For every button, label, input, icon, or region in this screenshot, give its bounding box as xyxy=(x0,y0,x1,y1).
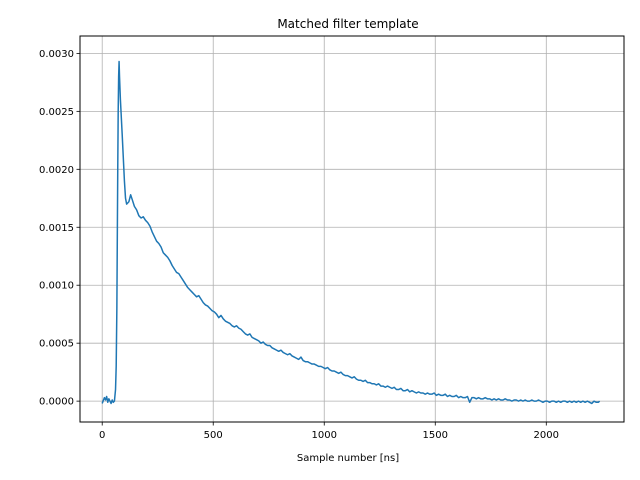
y-tick-label: 0.0020 xyxy=(39,165,74,176)
x-tick-label: 2000 xyxy=(534,430,559,441)
y-tick-label: 0.0030 xyxy=(39,49,74,60)
y-tick-label: 0.0025 xyxy=(39,107,74,118)
x-tick-label: 1000 xyxy=(312,430,337,441)
axes-frame xyxy=(79,35,625,423)
x-tick-label: 500 xyxy=(204,430,223,441)
series-line-template xyxy=(101,60,601,405)
series-layer xyxy=(101,60,601,405)
y-tick-label: 0.0000 xyxy=(39,397,74,408)
ticks: 0 500 1000 1500 2000 0.0000 0.0005 0.0010 0.0015… xyxy=(39,49,559,441)
y-tick-label: 0.0015 xyxy=(39,223,74,234)
x-tick-label: 1500 xyxy=(423,430,448,441)
x-tick-label: 0 xyxy=(99,430,105,441)
grid xyxy=(80,36,624,422)
y-tick-label: 0.0005 xyxy=(39,339,74,350)
chart-title: Matched filter template xyxy=(277,17,418,31)
x-axis-label: Sample number [ns] xyxy=(297,453,399,464)
y-tick-label: 0.0010 xyxy=(39,281,74,292)
